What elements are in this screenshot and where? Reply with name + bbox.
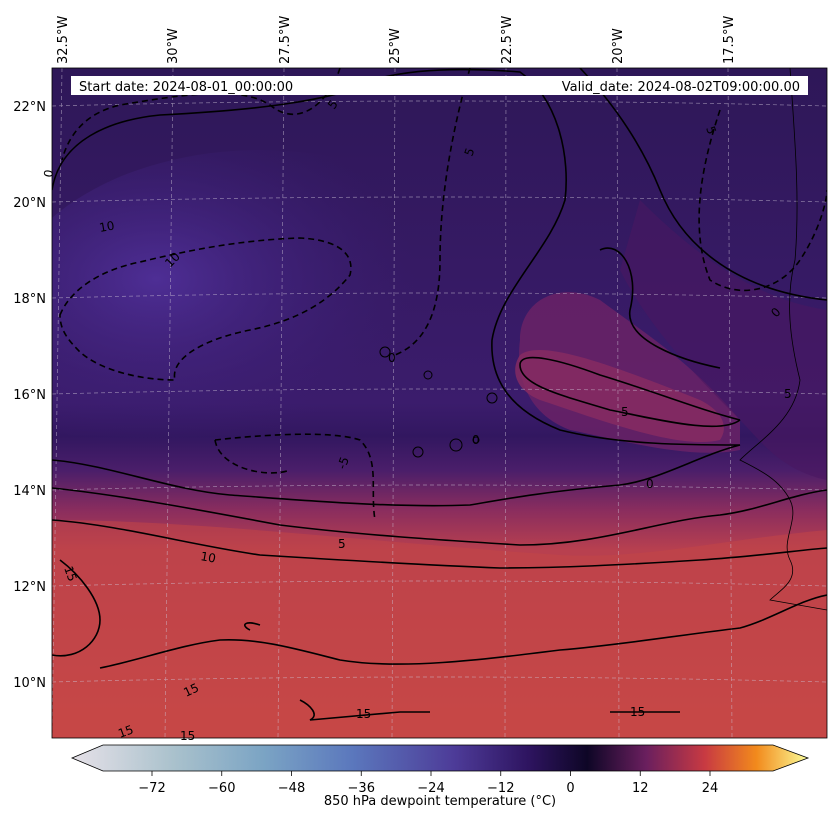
lat-label: 12°N: [13, 580, 46, 595]
valid-date-label: Valid_date: 2024-08-02T09:00:00.00: [562, 80, 800, 95]
humid-band: [52, 520, 827, 738]
contour-label: 5: [338, 537, 346, 551]
colorbar-label: 850 hPa dewpoint temperature (°C): [324, 794, 556, 809]
latitude-labels: 22°N 20°N 18°N 16°N 14°N 12°N 10°N: [13, 100, 46, 691]
lon-label: 22.5°W: [500, 16, 515, 64]
contour-label: 15: [61, 564, 79, 583]
colorbar-tick-label: 24: [702, 781, 719, 796]
lon-label: 32.5°W: [56, 16, 71, 64]
cape-verde-islands: [379, 346, 498, 458]
start-date-label: Start date: 2024-08-01_00:00:00: [79, 80, 293, 95]
colorbar-tick-label: −12: [487, 781, 514, 796]
contour-label: 10: [98, 219, 115, 235]
colorbar: −72 −60 −48 −36 −24 −12 0 12 24 850 hPa dewpoint…: [70, 744, 810, 809]
contour-label: 15: [116, 722, 135, 740]
dry-air-region: [52, 150, 520, 490]
contour-label: 5: [703, 124, 719, 136]
lon-label: 17.5°W: [722, 16, 737, 64]
contour-label: 15: [630, 705, 645, 719]
colorbar-tick-label: −36: [348, 781, 375, 796]
contour-label: 5: [462, 146, 478, 158]
colorbar-tick-label: 0: [566, 781, 574, 796]
contour-label: 15: [356, 707, 371, 721]
map-panel: [52, 68, 827, 738]
lon-label: 25°W: [388, 28, 403, 64]
contour-label: 15: [181, 681, 201, 700]
colorbar-tick-label: 12: [632, 781, 649, 796]
lat-label: 10°N: [13, 676, 46, 691]
contour-label: 10: [199, 549, 216, 565]
moist-tongue-core: [515, 350, 724, 442]
moist-northeast-region: [620, 200, 827, 480]
lon-label: 27.5°W: [278, 16, 293, 64]
colorbar-tick-label: −60: [208, 781, 235, 796]
contour-label: 0: [472, 433, 480, 447]
lat-label: 16°N: [13, 388, 46, 403]
contour-label: 0: [388, 351, 396, 365]
lat-label: 20°N: [13, 196, 46, 211]
lon-label: 20°W: [611, 28, 626, 64]
colorbar-tick-label: −72: [138, 781, 165, 796]
lat-label: 22°N: [13, 100, 46, 115]
contour-label: 0: [41, 169, 56, 179]
header-box: [71, 76, 808, 95]
lat-label: 14°N: [13, 484, 46, 499]
colorbar-bar: [70, 744, 810, 772]
contour-label: 5: [784, 387, 792, 401]
contour-label: 0: [646, 477, 654, 491]
contour-labels: 5 5 10 10 0 5 0 5 0 5 0 5 10 15 15 15 15…: [41, 97, 791, 743]
contour-label: 15: [180, 729, 195, 743]
lon-label: 30°W: [166, 28, 181, 64]
colorbar-tick-label: −24: [417, 781, 444, 796]
colorbar-ticks: −72 −60 −48 −36 −24 −12 0 12 24: [138, 771, 718, 796]
gridlines: [52, 68, 827, 738]
contour-label: 5: [621, 405, 629, 419]
colorbar-tick-label: −48: [278, 781, 305, 796]
longitude-labels: 32.5°W 30°W 27.5°W 25°W 22.5°W 20°W 17.5…: [56, 16, 737, 64]
coastline: [739, 68, 827, 611]
map-frame: [51, 67, 828, 739]
contour-label: -5: [335, 455, 352, 471]
lat-label: 18°N: [13, 292, 46, 307]
